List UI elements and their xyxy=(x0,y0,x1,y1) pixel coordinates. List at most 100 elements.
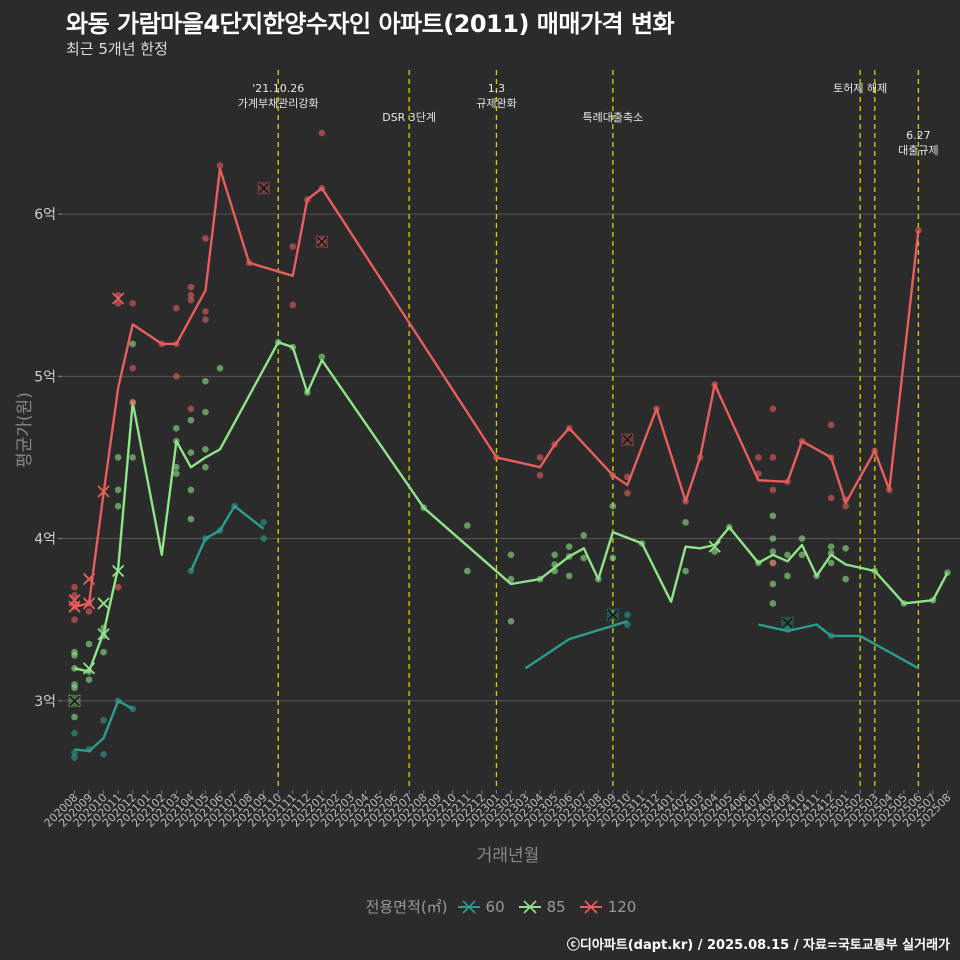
data-point-120 xyxy=(536,454,544,461)
data-point-120 xyxy=(129,364,136,372)
data-point-120 xyxy=(536,471,544,479)
data-point-120 xyxy=(755,454,762,461)
data-point-85 xyxy=(129,340,136,348)
data-point-85 xyxy=(71,713,78,721)
data-point-120 xyxy=(114,583,122,591)
data-point-85 xyxy=(114,454,122,461)
y-axis-label: 평균가(원) xyxy=(15,392,35,468)
data-point-85 xyxy=(507,575,515,583)
y-tick-label: 6억 xyxy=(34,207,56,223)
data-point-85 xyxy=(609,502,617,510)
highlight-x xyxy=(258,182,270,194)
data-point-85 xyxy=(769,548,777,555)
y-tick-label: 4억 xyxy=(34,532,56,548)
data-point-120 xyxy=(769,559,777,567)
highlight-x xyxy=(607,609,619,621)
series-line-120 xyxy=(74,167,920,608)
event-label: DSR 3단계 xyxy=(382,111,436,124)
data-point-60 xyxy=(260,519,267,526)
data-point-85 xyxy=(609,554,617,562)
legend-item-60: 60 xyxy=(457,897,505,916)
data-point-85 xyxy=(71,684,78,692)
legend-label-85: 85 xyxy=(546,897,566,916)
data-point-85 xyxy=(187,515,195,523)
data-point-120 xyxy=(173,373,180,380)
data-point-60 xyxy=(71,749,78,756)
data-point-85 xyxy=(202,463,209,471)
series-line-60 xyxy=(74,699,134,753)
event-label: 특례대출축소 xyxy=(582,111,643,124)
data-point-120 xyxy=(289,301,297,309)
data-point-85 xyxy=(318,353,326,361)
x-marker-85 xyxy=(708,540,721,553)
legend-label-60: 60 xyxy=(485,897,505,916)
series-line-60 xyxy=(524,620,628,670)
highlight-x xyxy=(68,695,81,707)
event-label: '21.10.26 xyxy=(252,82,304,95)
data-point-60 xyxy=(100,751,107,758)
data-point-120 xyxy=(187,296,195,304)
event-label: 대출규제 xyxy=(898,144,938,157)
series-line-60 xyxy=(758,623,919,670)
data-point-120 xyxy=(187,291,195,299)
data-point-60 xyxy=(624,611,631,619)
data-point-85 xyxy=(711,548,718,555)
data-point-85 xyxy=(682,567,689,575)
legend-item-85: 85 xyxy=(518,897,566,916)
data-point-120 xyxy=(173,304,180,312)
series-line-85 xyxy=(74,341,949,673)
data-point-85 xyxy=(784,572,791,580)
data-point-85 xyxy=(565,572,573,580)
data-point-120 xyxy=(769,405,777,413)
data-point-85 xyxy=(827,543,835,550)
data-point-60 xyxy=(260,535,267,542)
legend-key-60-icon xyxy=(457,899,480,914)
data-point-120 xyxy=(202,235,209,242)
data-point-85 xyxy=(202,408,209,416)
data-point-85 xyxy=(464,567,471,575)
data-point-120 xyxy=(71,592,78,599)
data-point-60 xyxy=(71,754,78,761)
data-point-120 xyxy=(842,502,849,510)
data-point-85 xyxy=(216,364,224,372)
data-point-120 xyxy=(827,421,835,429)
data-point-85 xyxy=(784,551,791,559)
data-point-120 xyxy=(71,583,78,591)
x-axis-label: 거래년월 xyxy=(476,846,540,866)
data-point-120 xyxy=(202,316,209,323)
data-point-85 xyxy=(71,652,78,659)
data-point-85 xyxy=(187,486,195,494)
legend-key-120-icon xyxy=(579,899,602,914)
data-point-85 xyxy=(114,486,122,494)
legend-label-120: 120 xyxy=(607,897,637,916)
data-point-85 xyxy=(114,502,122,510)
data-point-120 xyxy=(827,494,835,502)
data-point-85 xyxy=(85,676,93,683)
data-point-85 xyxy=(842,575,849,583)
data-point-120 xyxy=(216,162,224,169)
event-label: 1.3 xyxy=(488,82,506,95)
data-point-85 xyxy=(507,551,515,559)
data-point-85 xyxy=(100,648,107,656)
data-point-85 xyxy=(769,600,777,607)
x-marker-120 xyxy=(82,572,96,586)
data-point-85 xyxy=(580,554,588,562)
legend-item-120: 120 xyxy=(579,897,637,916)
data-point-85 xyxy=(187,416,195,424)
data-point-120 xyxy=(289,243,297,250)
data-point-85 xyxy=(129,454,136,461)
data-point-85 xyxy=(565,543,573,550)
data-point-85 xyxy=(798,551,806,559)
data-point-85 xyxy=(827,559,835,567)
data-point-85 xyxy=(842,544,849,552)
data-point-85 xyxy=(202,377,209,385)
y-tick-label: 5억 xyxy=(34,369,56,385)
data-point-120 xyxy=(129,398,136,406)
event-label: 규제완화 xyxy=(476,97,516,110)
data-point-60 xyxy=(71,729,78,737)
legend-title: 전용면적(㎡) xyxy=(365,898,448,916)
data-point-120 xyxy=(769,486,777,494)
data-point-120 xyxy=(114,300,122,307)
data-point-85 xyxy=(798,535,806,542)
